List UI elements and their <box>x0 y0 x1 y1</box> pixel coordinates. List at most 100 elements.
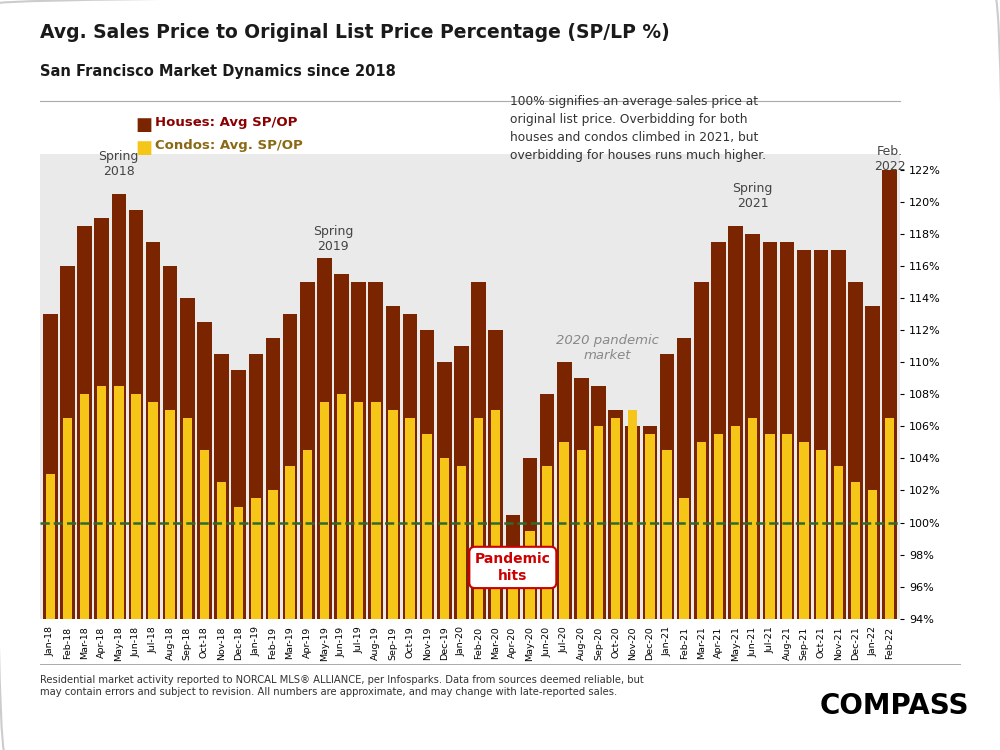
Bar <box>608 410 623 619</box>
Text: 2020 pandemic
market: 2020 pandemic market <box>556 334 658 362</box>
Text: Residential market activity reported to NORCAL MLS® ALLIANCE, per Infosparks. Da: Residential market activity reported to … <box>40 675 644 697</box>
Bar <box>611 419 620 619</box>
Bar <box>249 354 263 619</box>
Bar <box>43 314 58 619</box>
Bar <box>508 562 518 619</box>
Bar <box>129 210 143 619</box>
Bar <box>677 338 691 619</box>
Bar <box>645 434 655 619</box>
Bar <box>420 330 434 619</box>
Bar <box>114 386 124 619</box>
Bar <box>625 426 640 619</box>
Bar <box>506 514 520 619</box>
Text: San Francisco Market Dynamics since 2018: San Francisco Market Dynamics since 2018 <box>40 64 396 79</box>
Bar <box>334 274 349 619</box>
Bar <box>131 394 141 619</box>
Bar <box>386 306 400 619</box>
Bar <box>200 451 209 619</box>
Bar <box>405 419 415 619</box>
Text: Avg. Sales Price to Original List Price Percentage (SP/LP %): Avg. Sales Price to Original List Price … <box>40 22 670 41</box>
Bar <box>317 258 332 619</box>
Bar <box>782 434 792 619</box>
Bar <box>268 490 278 619</box>
Bar <box>814 250 828 619</box>
Bar <box>745 234 760 619</box>
Bar <box>728 226 743 619</box>
Bar <box>694 282 709 619</box>
Bar <box>868 490 877 619</box>
Text: Spring
2019: Spring 2019 <box>313 225 353 254</box>
Text: Feb.
2022: Feb. 2022 <box>874 145 906 173</box>
Bar <box>594 426 603 619</box>
Bar <box>148 402 158 619</box>
Bar <box>266 338 280 619</box>
Bar <box>371 402 381 619</box>
Bar <box>46 475 55 619</box>
Bar <box>628 410 637 619</box>
Bar <box>834 466 843 619</box>
Bar <box>559 442 569 619</box>
Bar <box>94 218 109 619</box>
Text: Condos: Avg. SP/OP: Condos: Avg. SP/OP <box>155 139 303 152</box>
Bar <box>574 378 589 619</box>
Bar <box>577 451 586 619</box>
Bar <box>457 466 466 619</box>
Bar <box>163 266 177 619</box>
Bar <box>780 242 794 619</box>
Bar <box>234 506 243 619</box>
Bar <box>731 426 740 619</box>
Bar <box>885 419 894 619</box>
Bar <box>491 410 500 619</box>
Bar <box>711 242 726 619</box>
Bar <box>97 386 106 619</box>
Bar <box>797 250 811 619</box>
Text: 100% signifies an average sales price at
original list price. Overbidding for bo: 100% signifies an average sales price at… <box>510 95 766 162</box>
Bar <box>660 354 674 619</box>
Bar <box>231 370 246 619</box>
Bar <box>165 410 175 619</box>
Bar <box>697 442 706 619</box>
Bar <box>679 499 689 619</box>
Bar <box>765 434 775 619</box>
Bar <box>557 362 572 619</box>
Bar <box>748 419 757 619</box>
Bar <box>80 394 89 619</box>
Bar <box>403 314 417 619</box>
Bar <box>63 419 72 619</box>
Bar <box>112 194 126 619</box>
Bar <box>437 362 452 619</box>
Bar <box>351 282 366 619</box>
Bar <box>440 458 449 619</box>
Bar <box>454 346 469 619</box>
Bar <box>662 451 672 619</box>
Bar <box>388 410 398 619</box>
Bar <box>848 282 863 619</box>
Text: Pandemic
hits: Pandemic hits <box>475 552 551 583</box>
Bar <box>799 442 809 619</box>
Bar <box>714 434 723 619</box>
Bar <box>523 458 537 619</box>
Bar <box>251 499 261 619</box>
Text: ■: ■ <box>135 139 152 157</box>
Bar <box>303 451 312 619</box>
Bar <box>197 322 212 619</box>
Bar <box>354 402 363 619</box>
Bar <box>591 386 606 619</box>
Text: ■: ■ <box>135 116 152 134</box>
Bar <box>542 466 552 619</box>
Bar <box>368 282 383 619</box>
Bar <box>643 426 657 619</box>
Bar <box>180 298 195 619</box>
Text: Spring
2018: Spring 2018 <box>99 150 139 178</box>
Bar <box>283 314 297 619</box>
Bar <box>831 250 846 619</box>
Bar <box>882 170 897 619</box>
Text: COMPASS: COMPASS <box>820 692 970 720</box>
Bar <box>816 451 826 619</box>
Bar <box>422 434 432 619</box>
Bar <box>285 466 295 619</box>
Bar <box>214 354 229 619</box>
Bar <box>525 530 535 619</box>
Bar <box>337 394 346 619</box>
Bar <box>300 282 315 619</box>
